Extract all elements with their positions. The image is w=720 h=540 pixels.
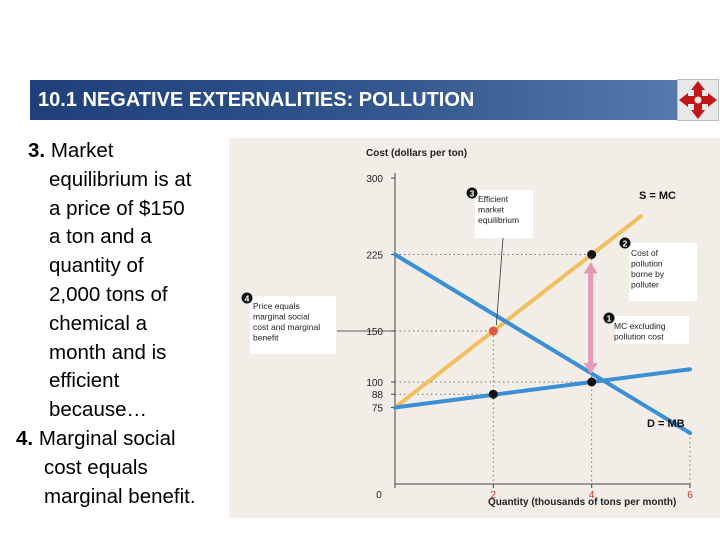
- point-4-line-0: 4. Marginal social: [16, 426, 176, 450]
- annotation-2-line-3: polluter: [631, 280, 659, 290]
- annotation-4-line-2: cost and marginal: [253, 322, 320, 332]
- annotation-2-line-1: pollution: [631, 259, 663, 269]
- point-3-line-0: 3. Market: [28, 139, 114, 162]
- annotation-3-line-1: market: [478, 205, 505, 215]
- point-3-number: 3.: [28, 139, 46, 162]
- annotation-3-line-2: equilibrium: [478, 215, 519, 225]
- x-axis-label: Quantity (thousands of tons per month): [488, 497, 676, 508]
- x-tick-label-2: 2: [491, 490, 497, 501]
- point-3-line-7: month and is: [49, 340, 167, 364]
- annotation-number-2: 2: [623, 239, 628, 249]
- x-tick-label-0: 0: [376, 490, 382, 501]
- pollution-arrow-head-down: [583, 363, 598, 374]
- pollution-arrow-head-up: [583, 262, 598, 274]
- annotation-2-line-2: borne by: [631, 269, 665, 279]
- point-4-number: 4.: [16, 426, 34, 450]
- body-text: 3. Market equilibrium is at a price of $…: [16, 137, 233, 511]
- annotation-4-line-3: benefit: [253, 333, 279, 343]
- annotation-1-line-1: pollution cost: [614, 332, 664, 342]
- annotation-marker-3: [466, 187, 478, 199]
- series-label-demand: D = MB: [647, 418, 685, 430]
- annotation-marker-4: [241, 292, 253, 304]
- point-3-line-1: equilibrium is at: [49, 167, 192, 191]
- slide-title: 10.1 NEGATIVE EXTERNALITIES: POLLUTION: [38, 89, 475, 111]
- point-3-line-4: quantity of: [49, 254, 144, 278]
- annotation-4-line-0: Price equals: [253, 301, 300, 311]
- point-3-line-2: a price of $150: [49, 196, 185, 220]
- series-line-1: [393, 252, 692, 435]
- x-tick-label-4: 4: [589, 490, 595, 501]
- annotation-box-3: [475, 190, 533, 238]
- annotation-box-1: [615, 316, 689, 344]
- chart-point-3: [488, 389, 498, 399]
- annotation-3-line-0: Efficient: [478, 194, 509, 204]
- annotation-4-line-1: marginal social: [253, 312, 310, 322]
- annotation-box-2: [629, 243, 697, 301]
- four-way-arrow-icon: [679, 81, 717, 119]
- point-3-line-8: efficient: [49, 369, 120, 393]
- navigation-button[interactable]: [677, 79, 719, 121]
- annotation-number-4: 4: [245, 294, 250, 304]
- chart-point-0: [488, 326, 498, 336]
- annotation-number-3: 3: [470, 189, 475, 199]
- y-tick-label-225: 225: [366, 251, 383, 262]
- annotation-marker-1: [603, 312, 615, 324]
- annotation-marker-2: [619, 237, 631, 249]
- y-axis-label: Cost (dollars per ton): [366, 148, 467, 159]
- point-3-line-3: a ton and a: [49, 225, 152, 249]
- point-4-line-1: cost equals: [44, 455, 148, 479]
- point-3-line-6: chemical a: [49, 311, 147, 335]
- point-3-line-5: 2,000 tons of: [49, 282, 168, 306]
- y-tick-label-300: 300: [366, 174, 383, 185]
- annotation-1-line-0: MC excluding: [614, 321, 666, 331]
- point-4-line-2: marginal benefit.: [44, 484, 196, 508]
- leader-line-3: [495, 237, 504, 326]
- chart-point-2: [587, 377, 597, 387]
- chart: 300 225 150 100 88 75 0 2 4 6 Cost (dollars per to…: [229, 138, 720, 518]
- annotation-box-4: [250, 296, 336, 354]
- y-tick-label-100: 100: [366, 378, 383, 389]
- chart-point-1: [587, 250, 597, 259]
- y-tick-label-75: 75: [372, 404, 384, 415]
- y-tick-label-150: 150: [366, 327, 383, 338]
- x-tick-label-6: 6: [687, 490, 693, 501]
- annotation-2-line-0: Cost of: [631, 248, 659, 258]
- y-tick-label-88: 88: [372, 390, 384, 401]
- point-3-line-9: because…: [49, 398, 148, 422]
- series-label-supply: S = MC: [639, 190, 676, 202]
- annotation-number-1: 1: [607, 314, 612, 324]
- title-bar: 10.1 NEGATIVE EXTERNALITIES: POLLUTION: [30, 80, 709, 120]
- series-line-2: [393, 367, 692, 410]
- series-line-0: [393, 214, 643, 410]
